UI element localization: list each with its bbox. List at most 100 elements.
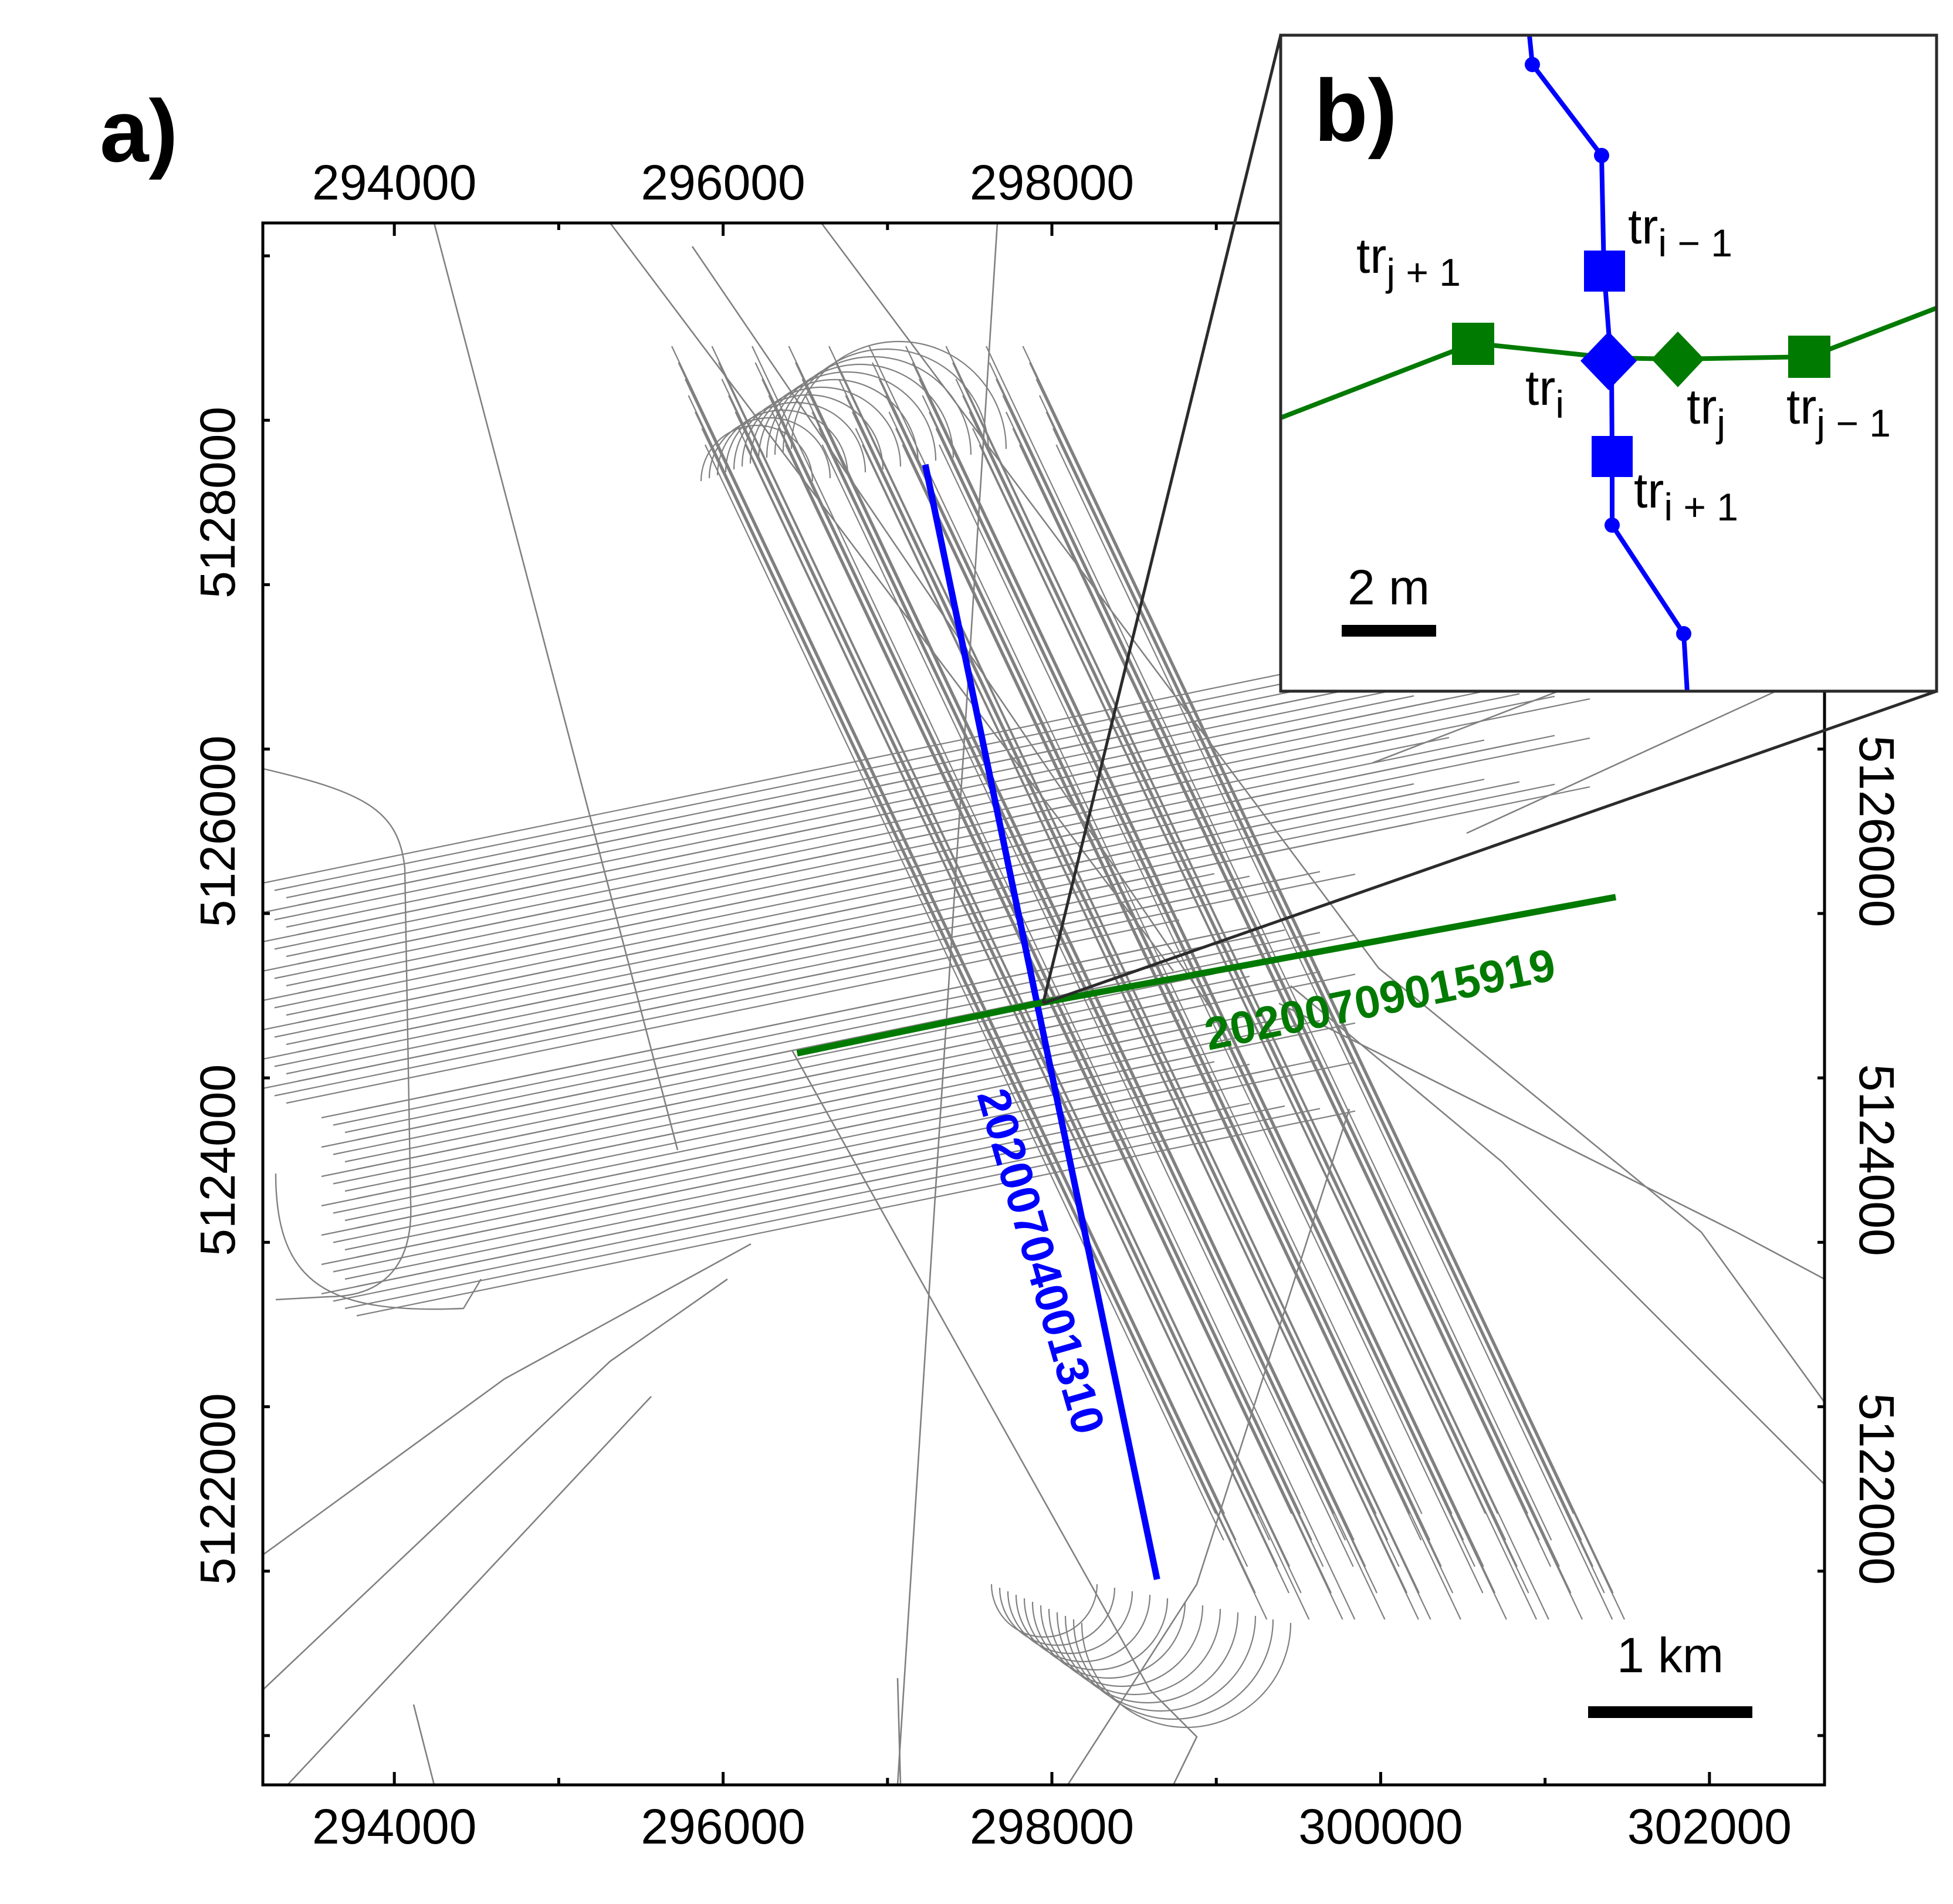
background-track [1035, 378, 1575, 1514]
zoom-line-top [1041, 35, 1282, 1004]
background-track [263, 1243, 752, 1556]
background-track [274, 873, 1356, 1097]
background-track [902, 444, 1422, 1541]
background-track [996, 378, 1572, 1594]
background-track [333, 1105, 1285, 1302]
background-track [286, 783, 1414, 1016]
background-track [862, 444, 1419, 1620]
plot-frame-a [261, 221, 1826, 1787]
background-track [344, 1107, 1180, 1280]
background-track [1002, 395, 1583, 1620]
panel-b-label: b) [1314, 61, 1397, 160]
background-track [955, 378, 1507, 1541]
inset-point-i-minus-2 [1525, 57, 1540, 72]
scale-bar-1km-label: 1 km [1617, 1628, 1724, 1683]
background-track [795, 362, 1366, 1567]
background-track [821, 444, 1354, 1567]
background-track [286, 695, 1555, 958]
background-track [818, 428, 1346, 1541]
background-track [671, 346, 1226, 1514]
background-track [287, 1396, 652, 1785]
background-track [716, 409, 849, 476]
background-track [263, 691, 1485, 943]
background-track [1012, 428, 1540, 1541]
background-track [1081, 1622, 1292, 1729]
background-track [286, 919, 1180, 1104]
background-track [263, 646, 1414, 884]
x-tick-label: 294000 [312, 1799, 476, 1854]
label-tr-i: tri [1525, 360, 1564, 426]
background-track [274, 781, 1520, 1038]
x-tick-label: 296000 [641, 1799, 805, 1854]
background-track [912, 362, 1496, 1594]
background-track [905, 346, 1484, 1567]
background-track [356, 1110, 1356, 1317]
background-track [945, 346, 1549, 1620]
y-tick-label: 5126000 [190, 735, 245, 927]
y-tick-label: 5128000 [190, 407, 245, 598]
background-track [768, 395, 1324, 1567]
panel-b: b) tri − 1 trj + 1 tri trj trj − 1 tri +… [1279, 33, 1938, 693]
background-track [754, 362, 1301, 1514]
background-track [321, 971, 1321, 1178]
background-track [721, 378, 1310, 1620]
x-tick-label: 300000 [1298, 1799, 1463, 1854]
background-track [263, 822, 1414, 1060]
marker-tr-i-plus-1 [1592, 436, 1633, 477]
background-track [919, 378, 1507, 1620]
inset-point-i-plus-2 [1605, 518, 1620, 533]
background-track [274, 649, 1590, 921]
y-tick-label-right: 5126000 [1849, 735, 1904, 927]
x-tick-label: 302000 [1627, 1799, 1792, 1854]
background-track [738, 428, 1278, 1567]
background-track [685, 378, 1248, 1567]
scale-bar-2m-label: 2 m [1348, 560, 1430, 615]
background-track [700, 424, 814, 482]
background-track [678, 362, 1237, 1541]
background-track [286, 739, 1485, 987]
y-tick-label: 5124000 [190, 1064, 245, 1256]
y-tick-label: 5122000 [190, 1393, 245, 1585]
background-track [263, 734, 1414, 972]
background-track [741, 386, 902, 467]
background-track [1064, 1615, 1257, 1712]
background-track [761, 378, 1312, 1541]
background-track [274, 649, 1450, 891]
background-track [1466, 668, 1825, 834]
background-tracks [263, 223, 1825, 1785]
background-track [878, 378, 1442, 1567]
background-track [728, 395, 1259, 1514]
background-track [1278, 1002, 1825, 1280]
background-track [701, 428, 1217, 1514]
background-track [333, 973, 1215, 1155]
background-track [1007, 1591, 1133, 1655]
x-tick-label-top: 296000 [641, 155, 805, 210]
background-track [1055, 444, 1613, 1620]
background-track [782, 348, 990, 452]
label-tr-j-plus-1: trj + 1 [1356, 228, 1461, 294]
background-track [1029, 362, 1625, 1620]
scale-bar-1km: 1 km [1588, 1628, 1752, 1718]
background-track [1290, 985, 1825, 1485]
background-track [286, 695, 1414, 928]
background-track [321, 926, 1250, 1119]
background-track [1022, 346, 1614, 1594]
background-track [1067, 1108, 1350, 1785]
zoom-line-bottom [1042, 689, 1937, 1005]
background-track [263, 767, 412, 1301]
background-track [838, 378, 1377, 1514]
axis-ticks-a: 294000 296000 298000 300000 302000 294000 2960… [190, 155, 1904, 1854]
track-20200704001310 [922, 464, 1160, 1580]
background-track [962, 395, 1518, 1567]
background-track [275, 1173, 482, 1310]
inset-track-j-line [1281, 306, 1937, 420]
background-track [1045, 411, 1594, 1567]
background-track [1040, 1605, 1204, 1687]
background-track [1052, 428, 1605, 1594]
background-track [922, 395, 1453, 1514]
background-track [888, 411, 1461, 1620]
inset-frame [1279, 33, 1938, 693]
background-track [820, 223, 1825, 1403]
track-20200709015919 [796, 894, 1617, 1057]
y-tick-label-right: 5124000 [1849, 1064, 1904, 1256]
